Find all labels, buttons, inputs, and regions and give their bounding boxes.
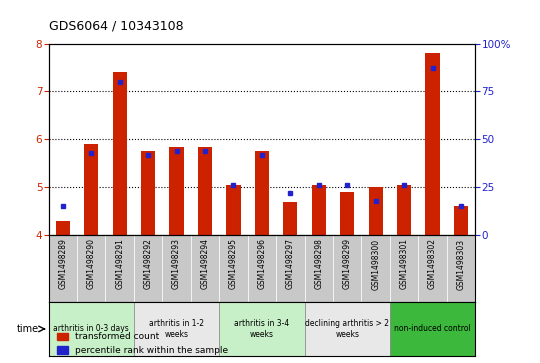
Text: GSM1498302: GSM1498302 xyxy=(428,238,437,289)
Bar xyxy=(454,206,468,235)
Text: GSM1498294: GSM1498294 xyxy=(200,238,210,289)
Bar xyxy=(390,235,418,302)
Text: GSM1498301: GSM1498301 xyxy=(400,238,409,289)
Bar xyxy=(340,192,354,235)
Bar xyxy=(248,235,276,302)
Text: GSM1498297: GSM1498297 xyxy=(286,238,295,289)
Text: non-induced control: non-induced control xyxy=(394,325,471,334)
Bar xyxy=(312,185,326,235)
Bar xyxy=(426,53,440,235)
Bar xyxy=(226,185,240,235)
Bar xyxy=(77,235,105,302)
Bar xyxy=(198,147,212,235)
Legend: transformed count, percentile rank within the sample: transformed count, percentile rank withi… xyxy=(53,329,232,359)
Bar xyxy=(276,235,305,302)
Bar xyxy=(305,302,390,356)
Bar xyxy=(49,302,134,356)
Bar xyxy=(219,302,305,356)
Text: GSM1498298: GSM1498298 xyxy=(314,238,323,289)
Text: GSM1498291: GSM1498291 xyxy=(115,238,124,289)
Text: declining arthritis > 2
weeks: declining arthritis > 2 weeks xyxy=(305,319,389,339)
Text: time: time xyxy=(17,324,39,334)
Bar xyxy=(113,72,127,235)
Bar xyxy=(163,235,191,302)
Text: GSM1498296: GSM1498296 xyxy=(258,238,266,289)
Bar xyxy=(255,151,269,235)
Text: GSM1498303: GSM1498303 xyxy=(456,238,465,290)
Bar xyxy=(134,235,163,302)
Text: GSM1498289: GSM1498289 xyxy=(58,238,68,289)
Text: arthritis in 0-3 days: arthritis in 0-3 days xyxy=(53,325,129,334)
Bar xyxy=(397,185,411,235)
Bar xyxy=(84,144,98,235)
Bar xyxy=(418,235,447,302)
Text: GDS6064 / 10343108: GDS6064 / 10343108 xyxy=(49,20,183,33)
Bar xyxy=(368,187,383,235)
Bar xyxy=(191,235,219,302)
Bar xyxy=(447,235,475,302)
Text: GSM1498292: GSM1498292 xyxy=(144,238,153,289)
Text: GSM1498295: GSM1498295 xyxy=(229,238,238,289)
Bar xyxy=(390,302,475,356)
Bar xyxy=(219,235,248,302)
Text: GSM1498290: GSM1498290 xyxy=(87,238,96,289)
Text: GSM1498300: GSM1498300 xyxy=(371,238,380,290)
Text: GSM1498293: GSM1498293 xyxy=(172,238,181,289)
Bar xyxy=(49,235,77,302)
Text: arthritis in 3-4
weeks: arthritis in 3-4 weeks xyxy=(234,319,289,339)
Bar xyxy=(105,235,134,302)
Bar xyxy=(134,302,219,356)
Bar xyxy=(56,221,70,235)
Bar xyxy=(361,235,390,302)
Bar xyxy=(305,235,333,302)
Bar xyxy=(333,235,361,302)
Text: GSM1498299: GSM1498299 xyxy=(343,238,352,289)
Bar xyxy=(283,201,298,235)
Text: arthritis in 1-2
weeks: arthritis in 1-2 weeks xyxy=(149,319,204,339)
Bar xyxy=(170,147,184,235)
Bar xyxy=(141,151,156,235)
